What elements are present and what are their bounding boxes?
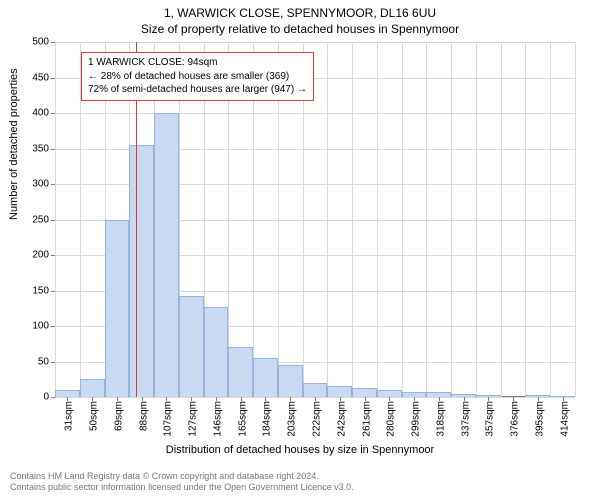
xtick-label: 395sqm: [530, 401, 545, 437]
chart-footer: Contains HM Land Registry data © Crown c…: [10, 471, 354, 494]
histogram-bar: [129, 145, 154, 397]
xtick-label: 376sqm: [506, 401, 521, 437]
footer-line1: Contains HM Land Registry data © Crown c…: [10, 471, 354, 483]
gridline-h: [55, 113, 575, 114]
gridline-v: [55, 42, 56, 397]
ytick-label: 350: [32, 143, 55, 154]
ytick-label: 300: [32, 179, 55, 190]
xtick-label: 88sqm: [134, 401, 149, 431]
gridline-v: [451, 42, 452, 397]
infobox-line: 1 WARWICK CLOSE: 94sqm: [88, 56, 307, 70]
infobox-line: 72% of semi-detached houses are larger (…: [88, 83, 307, 97]
histogram-bar: [377, 390, 402, 397]
xtick-label: 31sqm: [60, 401, 75, 431]
histogram-bar: [55, 390, 80, 397]
xtick-label: 261sqm: [357, 401, 372, 437]
xtick-label: 69sqm: [109, 401, 124, 431]
gridline-v: [377, 42, 378, 397]
chart-container: 1, WARWICK CLOSE, SPENNYMOOR, DL16 6UU S…: [0, 0, 600, 500]
y-axis-label: Number of detached properties: [8, 68, 20, 220]
histogram-bar: [228, 347, 253, 397]
ytick-label: 250: [32, 214, 55, 225]
histogram-bar: [303, 383, 328, 397]
reference-infobox: 1 WARWICK CLOSE: 94sqm← 28% of detached …: [81, 52, 314, 101]
footer-line2: Contains public sector information licen…: [10, 482, 354, 494]
histogram-bar: [204, 307, 229, 397]
ytick-label: 100: [32, 321, 55, 332]
xtick-label: 127sqm: [184, 401, 199, 437]
xtick-label: 337sqm: [456, 401, 471, 437]
ytick-label: 450: [32, 72, 55, 83]
gridline-v: [525, 42, 526, 397]
chart-title-line1: 1, WARWICK CLOSE, SPENNYMOOR, DL16 6UU: [0, 0, 600, 20]
histogram-bar: [327, 386, 352, 397]
x-axis-label: Distribution of detached houses by size …: [0, 444, 600, 456]
xtick-label: 299sqm: [407, 401, 422, 437]
xtick-label: 414sqm: [555, 401, 570, 437]
ytick-label: 50: [38, 356, 55, 367]
xtick-label: 280sqm: [382, 401, 397, 437]
chart-title-line2: Size of property relative to detached ho…: [0, 20, 600, 36]
xtick-label: 184sqm: [258, 401, 273, 437]
histogram-bar: [179, 296, 204, 397]
xtick-label: 222sqm: [308, 401, 323, 437]
histogram-bar: [278, 365, 303, 397]
gridline-v: [501, 42, 502, 397]
gridline-v: [476, 42, 477, 397]
xtick-label: 50sqm: [85, 401, 100, 431]
xtick-label: 357sqm: [481, 401, 496, 437]
gridline-v: [575, 42, 576, 397]
gridline-v: [426, 42, 427, 397]
gridline-v: [550, 42, 551, 397]
gridline-h: [55, 42, 575, 43]
histogram-bar: [352, 388, 377, 397]
gridline-v: [402, 42, 403, 397]
xtick-label: 242sqm: [332, 401, 347, 437]
xtick-label: 318sqm: [431, 401, 446, 437]
infobox-line: ← 28% of detached houses are smaller (36…: [88, 70, 307, 84]
histogram-bar: [105, 220, 130, 398]
ytick-label: 200: [32, 250, 55, 261]
xtick-label: 146sqm: [208, 401, 223, 437]
ytick-label: 500: [32, 37, 55, 48]
plot-area: 05010015020025030035040045050031sqm50sqm…: [55, 42, 575, 397]
gridline-v: [327, 42, 328, 397]
gridline-v: [352, 42, 353, 397]
xtick-label: 107sqm: [159, 401, 174, 437]
histogram-bar: [80, 379, 105, 397]
histogram-bar: [154, 113, 179, 397]
xtick-label: 165sqm: [233, 401, 248, 437]
xtick-label: 203sqm: [283, 401, 298, 437]
ytick-label: 150: [32, 285, 55, 296]
ytick-label: 0: [43, 392, 55, 403]
ytick-label: 400: [32, 108, 55, 119]
histogram-bar: [253, 358, 278, 397]
